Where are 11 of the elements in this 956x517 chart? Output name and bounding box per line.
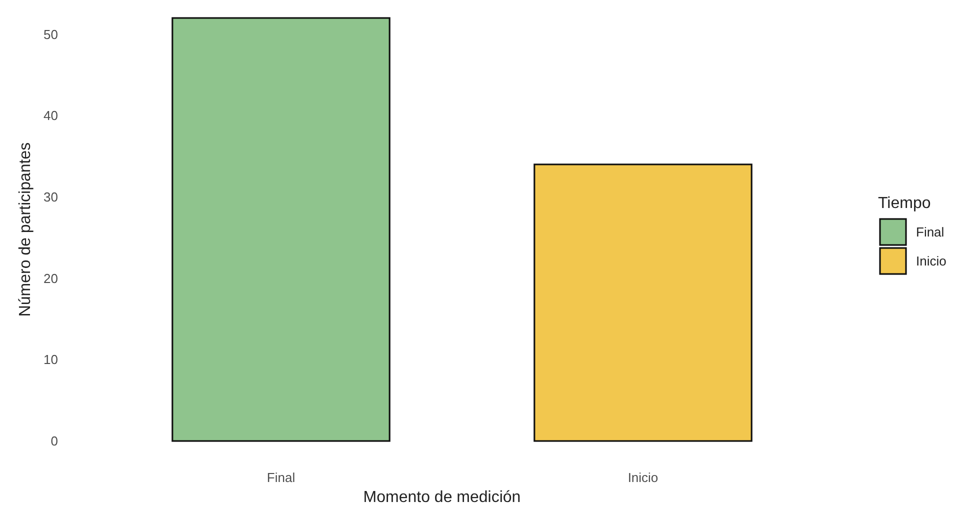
y-tick-label: 40 <box>44 108 58 124</box>
x-axis-title: Momento de medición <box>363 489 521 506</box>
y-axis-title: Número de participantes <box>17 142 34 317</box>
y-tick-label: 20 <box>44 270 58 286</box>
legend-title: Tiempo <box>878 195 931 212</box>
y-tick-label: 50 <box>44 26 58 42</box>
y-tick-label: 30 <box>44 190 58 205</box>
legend-label: Final <box>916 224 944 240</box>
y-tick-label: 10 <box>44 352 58 368</box>
legend-label: Inicio <box>916 254 946 269</box>
y-tick-label: 0 <box>50 434 58 449</box>
